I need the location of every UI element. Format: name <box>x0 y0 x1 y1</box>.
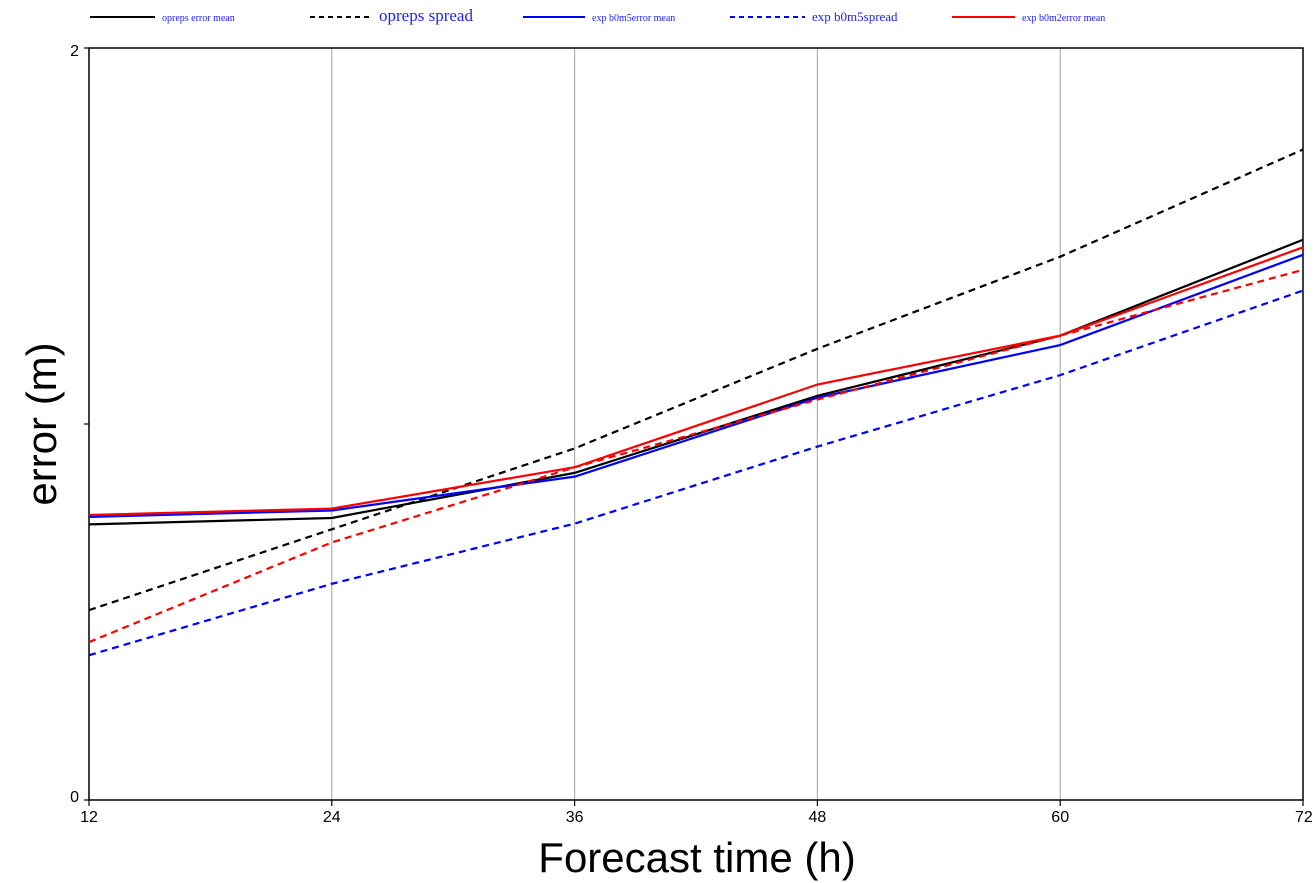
plot-frame <box>88 47 1304 801</box>
x-tick-label: 60 <box>1051 809 1069 826</box>
legend-label-2: opreps spread <box>379 6 473 25</box>
y-tick-label: 0 <box>70 789 79 806</box>
series-group <box>88 148 1304 657</box>
x-axis-label: Forecast time (h) <box>538 834 855 881</box>
series-line-4 <box>88 289 1304 657</box>
x-axis-ticks: 12 24 36 48 60 72 <box>80 800 1313 826</box>
legend-label-1: opreps error mean <box>162 13 235 24</box>
series-line-2 <box>88 148 1304 612</box>
x-tick-label: 12 <box>80 809 98 826</box>
x-tick-label: 24 <box>323 809 341 826</box>
x-tick-label: 48 <box>809 809 827 826</box>
x-tick-label: 36 <box>566 809 584 826</box>
series-line-6 <box>88 268 1304 644</box>
y-tick-label: 2 <box>70 43 79 60</box>
series-line-3 <box>88 253 1304 518</box>
x-tick-label: 72 <box>1295 809 1313 826</box>
legend: opreps error mean opreps spread exp b0m5er… <box>90 6 1105 25</box>
y-axis-label: error (m) <box>18 342 65 505</box>
series-line-5 <box>88 246 1304 517</box>
y-axis-ticks: 02 <box>70 43 89 806</box>
legend-label-3: exp b0m5error mean <box>592 13 675 24</box>
legend-label-4: exp b0m5spread <box>812 9 898 24</box>
legend-label-5: exp b0m2error mean <box>1022 13 1105 24</box>
grid <box>331 48 1061 800</box>
series-line-1 <box>88 238 1304 526</box>
